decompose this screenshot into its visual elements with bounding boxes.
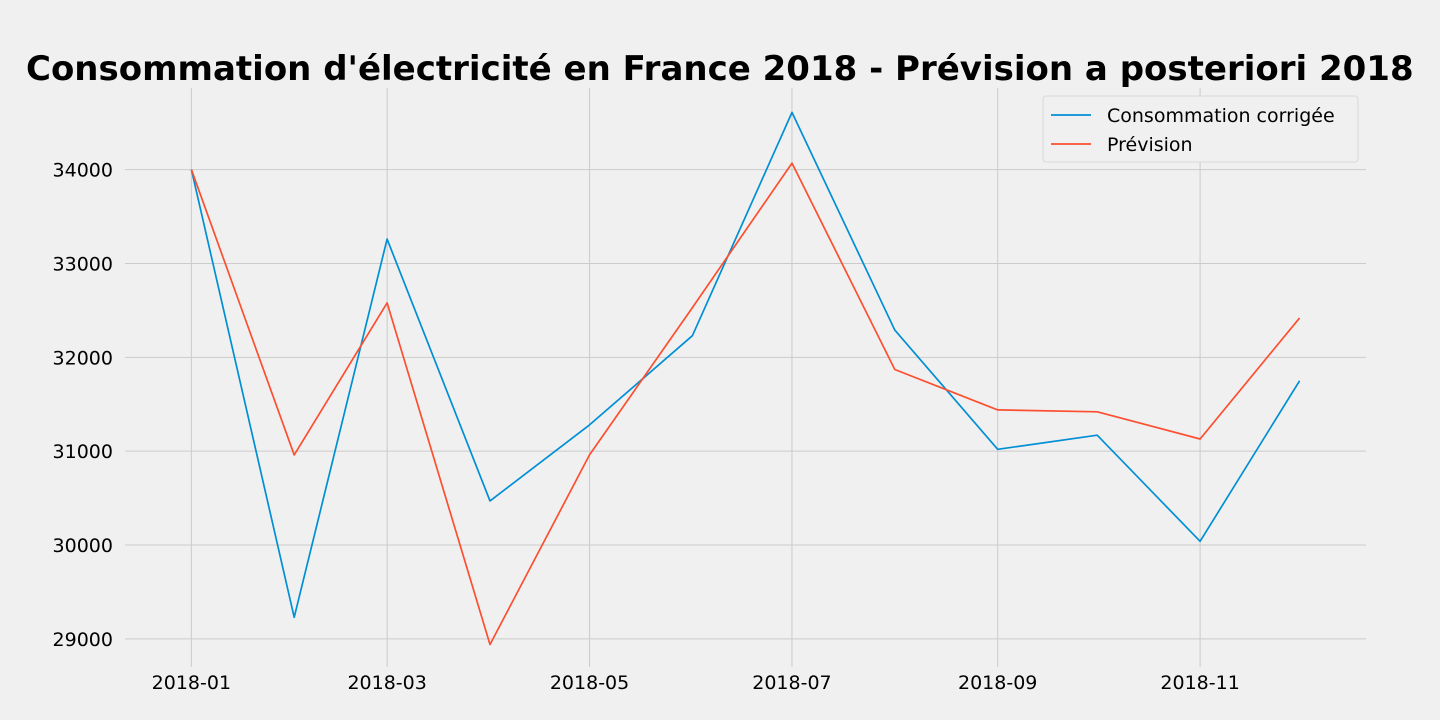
x-tick-label: 2018-09 xyxy=(958,672,1037,694)
x-tick-label: 2018-11 xyxy=(1160,672,1239,694)
y-tick-label: 30000 xyxy=(53,535,113,557)
legend: Consommation corrigée Prévision xyxy=(1042,95,1359,163)
legend-box xyxy=(1042,95,1359,163)
x-tick-label: 2018-05 xyxy=(550,672,629,694)
grid xyxy=(125,88,1366,667)
x-tick-label: 2018-07 xyxy=(752,672,831,694)
y-tick-label: 31000 xyxy=(53,441,113,463)
series-lines xyxy=(190,111,1301,646)
legend-label: Prévision xyxy=(1107,134,1193,156)
y-tick-label: 32000 xyxy=(53,347,113,369)
y-tick-label: 33000 xyxy=(53,253,113,275)
legend-label: Consommation corrigée xyxy=(1107,105,1335,127)
series-line-2 xyxy=(190,162,1301,646)
y-axis-ticks: 29000 30000 31000 32000 33000 34000 xyxy=(53,160,113,651)
x-axis-ticks: 2018-01 2018-03 2018-05 2018-07 2018-09 2018-… xyxy=(152,672,1240,694)
series-line-1 xyxy=(190,111,1301,619)
x-tick-label: 2018-01 xyxy=(152,672,231,694)
y-tick-label: 34000 xyxy=(53,160,113,182)
y-tick-label: 29000 xyxy=(53,629,113,651)
chart-title: Consommation d'électricité en France 201… xyxy=(26,49,1414,89)
x-tick-label: 2018-03 xyxy=(347,672,426,694)
